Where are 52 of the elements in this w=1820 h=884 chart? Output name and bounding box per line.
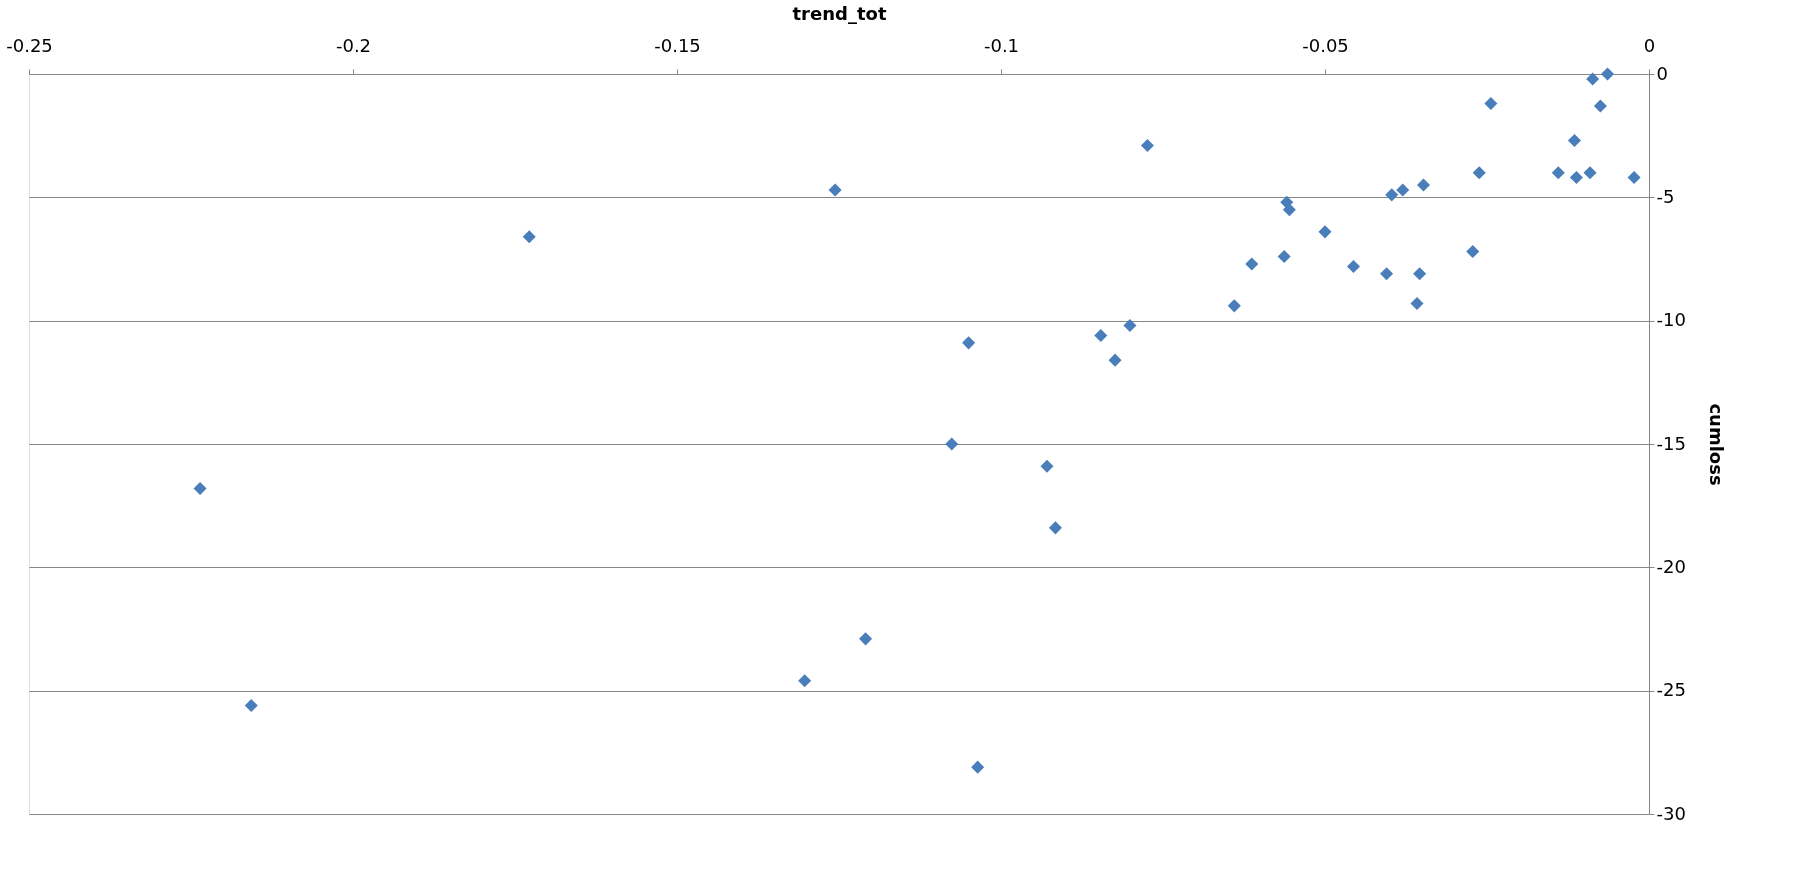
x-tick-label: -0.05 — [1302, 34, 1349, 56]
point — [1593, 99, 1607, 113]
point — [1466, 245, 1480, 259]
x-axis-title: trend_tot — [792, 2, 887, 24]
y-tick-label: -25 — [1656, 679, 1686, 701]
y-tick-label: -10 — [1656, 309, 1686, 331]
point — [1123, 319, 1137, 333]
point — [1472, 166, 1486, 180]
point — [1551, 166, 1565, 180]
x-tick-label: -0.1 — [983, 34, 1020, 56]
y-tick-label: -20 — [1656, 555, 1686, 577]
point — [1346, 259, 1361, 273]
y-axis-title: cumloss — [1705, 403, 1727, 486]
point — [522, 230, 536, 244]
point — [1108, 353, 1122, 367]
point — [244, 698, 258, 712]
point — [945, 437, 959, 451]
point — [828, 183, 842, 197]
point — [1380, 267, 1394, 281]
point — [1277, 250, 1291, 264]
x-tick-label: -0.25 — [6, 34, 53, 56]
point — [1484, 97, 1498, 111]
point — [1048, 521, 1062, 535]
point — [1413, 267, 1427, 281]
y-tick-label: -5 — [1656, 185, 1675, 207]
point — [971, 760, 985, 774]
point — [1416, 178, 1431, 192]
point — [1245, 257, 1259, 271]
point — [859, 632, 873, 646]
point — [1040, 459, 1054, 473]
point — [1569, 171, 1583, 185]
point — [193, 481, 207, 495]
x-tick-label: -0.15 — [654, 34, 701, 56]
y-tick-label: -30 — [1656, 802, 1686, 824]
point — [1282, 203, 1296, 217]
point — [1583, 166, 1597, 180]
point — [1586, 72, 1600, 86]
point — [798, 674, 812, 688]
point — [1627, 171, 1641, 185]
point — [1385, 188, 1399, 202]
point — [1227, 299, 1241, 313]
point — [1094, 328, 1108, 342]
x-tick-label: -0.2 — [335, 34, 372, 56]
point — [1410, 296, 1424, 310]
point — [1601, 67, 1615, 81]
point — [1567, 134, 1581, 148]
point — [1396, 183, 1410, 197]
point — [1318, 225, 1332, 239]
point — [962, 336, 976, 350]
y-tick-label: -15 — [1656, 432, 1686, 454]
point — [1140, 139, 1154, 153]
y-tick-label: 0 — [1656, 62, 1668, 84]
